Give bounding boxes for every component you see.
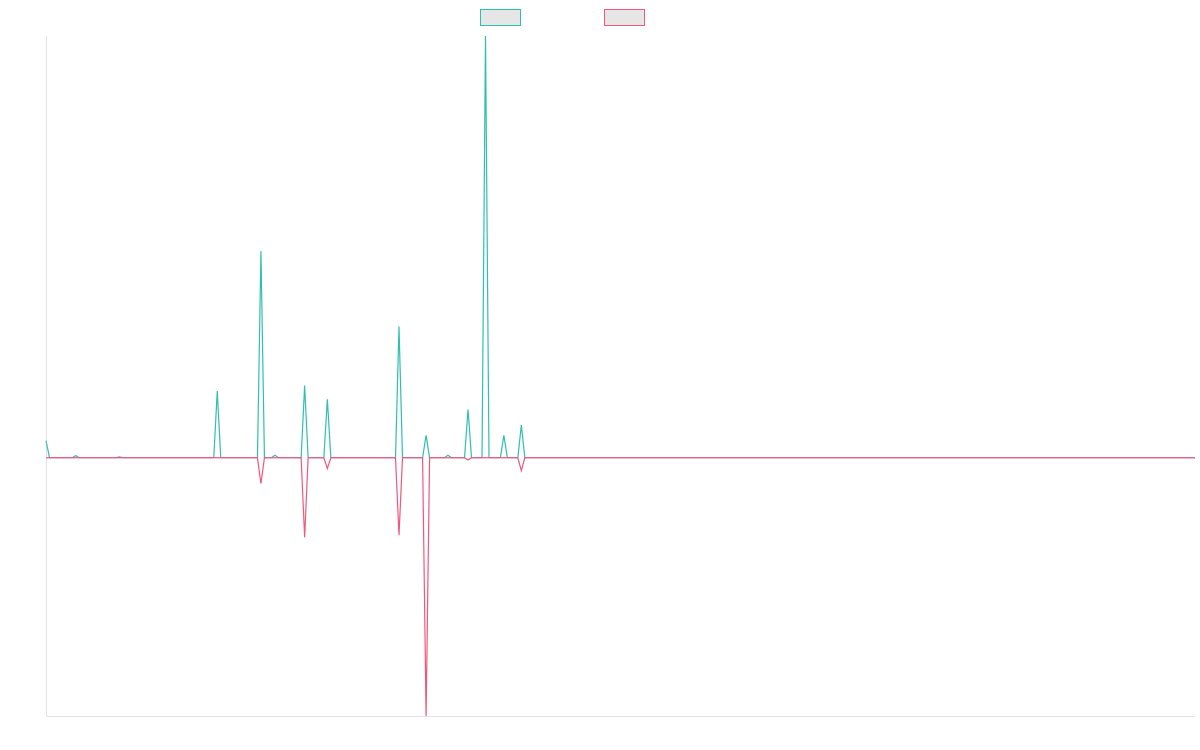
legend-swatch-series-1[interactable]	[480, 9, 521, 26]
legend	[480, 9, 645, 26]
series-layer	[45, 35, 1195, 717]
legend-swatch-series-2[interactable]	[604, 9, 645, 26]
series-line-1	[45, 35, 1195, 459]
series-line-2	[46, 457, 1195, 717]
plot-area	[45, 35, 1195, 717]
